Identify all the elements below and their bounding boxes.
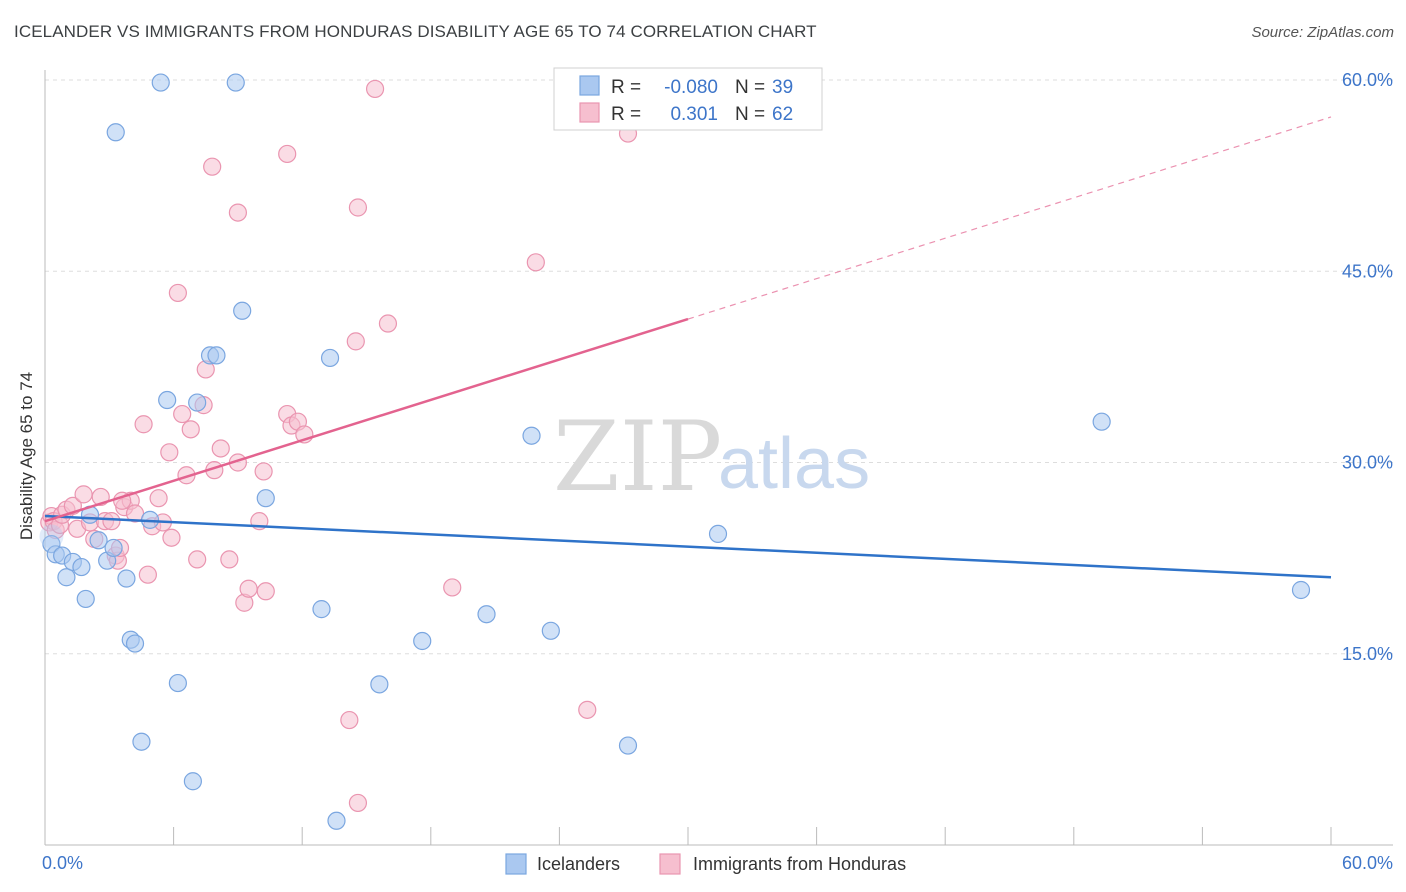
icelander-point [151, 73, 170, 92]
y-tick-label: 30.0% [1342, 453, 1393, 473]
legend-n-label-pink: N = [735, 104, 765, 125]
legend-icelanders-label: Icelanders [537, 854, 620, 874]
honduras-trend-line [44, 317, 689, 523]
y-tick-label: 60.0% [1342, 70, 1393, 90]
honduras-point [443, 578, 462, 597]
honduras-point [578, 700, 597, 719]
icelander-point [188, 393, 207, 412]
honduras-point [168, 283, 187, 303]
icelander-point [183, 772, 202, 791]
watermark-atlas: atlas [718, 424, 870, 504]
honduras-point [188, 550, 207, 569]
legend-n-value-blue: 39 [772, 77, 793, 98]
honduras-point [239, 579, 258, 598]
legend-n-value-pink: 62 [772, 104, 793, 125]
honduras-point [138, 565, 157, 584]
icelanders-trend-line [44, 514, 1332, 579]
icelander-point [312, 600, 331, 619]
legend-r-label-pink: R = [611, 104, 641, 125]
icelander-point [233, 301, 252, 320]
honduras-point [220, 550, 239, 569]
icelander-point [207, 346, 226, 365]
honduras-point [211, 439, 230, 458]
honduras-point [102, 512, 121, 531]
icelander-point [522, 426, 541, 445]
honduras-point [162, 528, 181, 547]
legend-r-label-blue: R = [611, 77, 641, 98]
icelander-point [370, 675, 389, 694]
chart-title: ICELANDER VS IMMIGRANTS FROM HONDURAS DI… [14, 22, 817, 41]
icelander-point [168, 673, 187, 693]
legend-n-label-blue: N = [735, 77, 765, 98]
chart-source: Source: ZipAtlas.com [1251, 24, 1394, 41]
icelander-point [541, 621, 560, 640]
honduras-point [278, 144, 297, 164]
honduras-trend-line-extrapolated [687, 116, 1332, 320]
x-tick-label-min: 0.0% [42, 853, 83, 873]
x-tick-label-max: 60.0% [1342, 853, 1393, 873]
legend-swatch-pink [579, 102, 600, 123]
icelander-point [57, 568, 76, 587]
icelander-point [708, 524, 728, 544]
honduras-point [348, 198, 368, 217]
icelander-point [256, 489, 275, 508]
points-honduras [40, 79, 638, 813]
legend-honduras-swatch [659, 853, 681, 875]
legend-r-value-pink: 0.301 [670, 104, 718, 125]
legend-r-value-blue: -0.080 [664, 77, 718, 98]
legend-icelanders-swatch [505, 853, 527, 875]
series-legend: Icelanders Immigrants from Honduras [505, 853, 906, 875]
icelander-point [477, 605, 496, 624]
honduras-point [348, 793, 368, 813]
honduras-point [181, 420, 200, 439]
icelander-point [106, 123, 125, 142]
honduras-point [365, 79, 385, 99]
y-axis-title: Disability Age 65 to 74 [17, 372, 36, 540]
honduras-point [526, 253, 545, 272]
trend-layer [44, 116, 1332, 579]
icelander-point [327, 811, 346, 830]
icelander-point [117, 569, 136, 588]
honduras-point [149, 489, 168, 508]
honduras-point [203, 157, 222, 176]
icelander-point [618, 736, 638, 755]
icelander-point [89, 531, 108, 550]
axes-layer: 15.0% 30.0% 45.0% 60.0% 0.0% 60.0% [42, 70, 1393, 873]
icelander-point [158, 390, 177, 410]
honduras-point [254, 462, 273, 481]
honduras-point [340, 710, 359, 730]
honduras-point [173, 404, 192, 424]
watermark: ZIP atlas [553, 401, 870, 513]
correlation-legend: R = -0.080 N = 39 R = 0.301 N = 62 [553, 67, 823, 131]
honduras-point [256, 582, 275, 601]
icelander-point [76, 589, 95, 609]
honduras-point [125, 504, 145, 523]
y-tick-label: 15.0% [1342, 644, 1393, 664]
y-tick-label: 45.0% [1342, 261, 1393, 281]
honduras-point [378, 314, 398, 333]
watermark-zip: ZIP [553, 401, 722, 513]
legend-honduras-label: Immigrants from Honduras [693, 854, 906, 874]
icelander-point [132, 732, 151, 751]
honduras-point [228, 203, 247, 222]
honduras-point [134, 415, 153, 434]
legend-swatch-blue [579, 75, 600, 96]
icelander-point [104, 538, 123, 558]
icelander-point [125, 634, 145, 653]
icelander-point [1092, 412, 1111, 431]
icelander-point [413, 631, 432, 651]
icelander-point [226, 73, 245, 92]
honduras-point [74, 485, 93, 504]
icelander-point [72, 557, 91, 577]
honduras-point [160, 443, 179, 462]
icelander-point [1291, 580, 1311, 600]
grid-layer [45, 79, 1393, 655]
honduras-point [346, 332, 365, 351]
icelander-cluster-point [39, 524, 64, 549]
icelander-point [320, 348, 340, 368]
